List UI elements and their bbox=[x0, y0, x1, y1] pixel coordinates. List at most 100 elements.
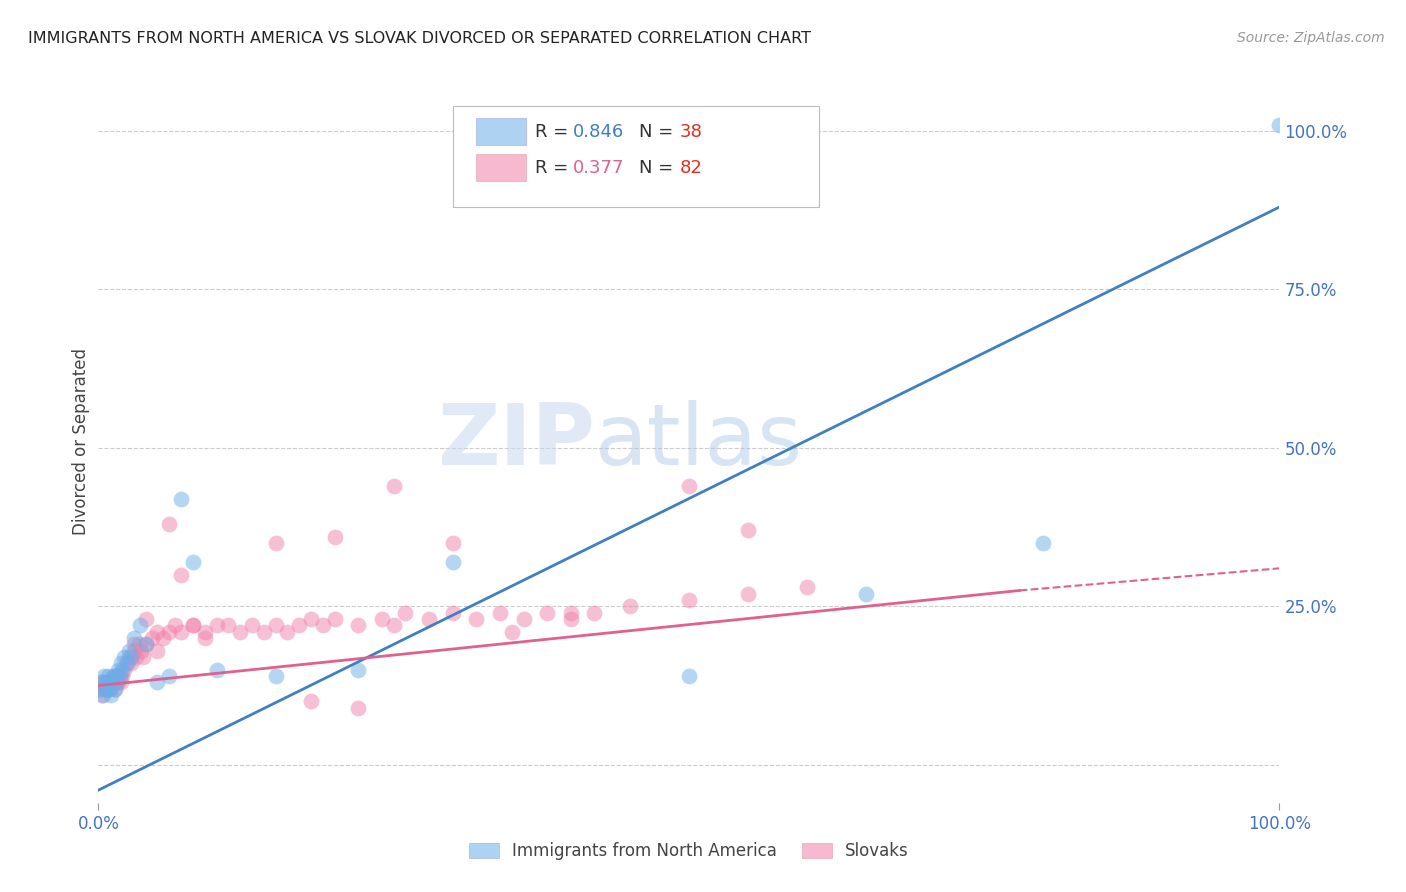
Point bbox=[382, 618, 405, 632]
Point bbox=[170, 491, 193, 506]
Point bbox=[855, 587, 877, 601]
Point bbox=[98, 675, 121, 690]
Point bbox=[96, 675, 118, 690]
Text: Source: ZipAtlas.com: Source: ZipAtlas.com bbox=[1237, 31, 1385, 45]
Point bbox=[1268, 118, 1291, 132]
Point bbox=[93, 675, 115, 690]
Text: 0.377: 0.377 bbox=[574, 159, 624, 177]
Point bbox=[170, 567, 193, 582]
Point bbox=[96, 675, 118, 690]
Point bbox=[100, 675, 122, 690]
Text: N =: N = bbox=[640, 159, 679, 177]
Point bbox=[110, 657, 132, 671]
Point bbox=[312, 618, 335, 632]
Point bbox=[501, 624, 523, 639]
Point bbox=[465, 612, 488, 626]
Point bbox=[157, 624, 180, 639]
Point bbox=[253, 624, 276, 639]
Point bbox=[91, 688, 114, 702]
Point bbox=[157, 516, 180, 531]
Point bbox=[118, 650, 141, 665]
Point bbox=[152, 631, 174, 645]
Point bbox=[512, 612, 534, 626]
Point bbox=[121, 650, 143, 665]
Point bbox=[205, 663, 228, 677]
Point bbox=[105, 675, 128, 690]
Point bbox=[194, 631, 217, 645]
Point bbox=[104, 681, 127, 696]
Point bbox=[103, 669, 125, 683]
Point bbox=[382, 479, 405, 493]
Point bbox=[157, 669, 180, 683]
Point bbox=[678, 593, 700, 607]
Text: N =: N = bbox=[640, 122, 679, 141]
Text: ZIP: ZIP bbox=[437, 400, 595, 483]
Bar bbox=[477, 118, 526, 145]
Point bbox=[91, 675, 114, 690]
Point bbox=[105, 669, 128, 683]
Point bbox=[181, 618, 204, 632]
Point bbox=[112, 663, 135, 677]
Point bbox=[619, 599, 641, 614]
Bar bbox=[477, 154, 526, 181]
Y-axis label: Divorced or Separated: Divorced or Separated bbox=[72, 348, 90, 535]
Point bbox=[560, 606, 582, 620]
Point bbox=[418, 612, 440, 626]
Point bbox=[288, 618, 311, 632]
Point bbox=[394, 606, 416, 620]
Point bbox=[678, 669, 700, 683]
Point bbox=[122, 643, 145, 657]
Text: IMMIGRANTS FROM NORTH AMERICA VS SLOVAK DIVORCED OR SEPARATED CORRELATION CHART: IMMIGRANTS FROM NORTH AMERICA VS SLOVAK … bbox=[28, 31, 811, 46]
Point bbox=[125, 650, 148, 665]
Text: atlas: atlas bbox=[595, 400, 803, 483]
Point bbox=[146, 675, 169, 690]
Point bbox=[205, 618, 228, 632]
Text: 0.846: 0.846 bbox=[574, 122, 624, 141]
Point bbox=[135, 612, 157, 626]
Point bbox=[122, 637, 145, 651]
Point bbox=[299, 612, 322, 626]
Point bbox=[89, 681, 111, 696]
Point bbox=[115, 657, 138, 671]
Point bbox=[240, 618, 263, 632]
Point bbox=[108, 669, 131, 683]
Point bbox=[441, 555, 464, 569]
Point bbox=[229, 624, 252, 639]
Point bbox=[104, 681, 127, 696]
Point bbox=[371, 612, 394, 626]
Point bbox=[141, 631, 163, 645]
Point bbox=[100, 688, 122, 702]
Point bbox=[146, 624, 169, 639]
Point bbox=[135, 637, 157, 651]
Text: 38: 38 bbox=[679, 122, 703, 141]
Point bbox=[796, 580, 818, 594]
FancyBboxPatch shape bbox=[453, 105, 818, 207]
Point bbox=[107, 675, 129, 690]
Point bbox=[108, 669, 131, 683]
Point bbox=[323, 530, 346, 544]
Point bbox=[97, 681, 120, 696]
Point bbox=[347, 700, 370, 714]
Point bbox=[101, 669, 124, 683]
Point bbox=[128, 618, 150, 632]
Point bbox=[90, 675, 112, 690]
Point bbox=[105, 669, 128, 683]
Point bbox=[111, 669, 134, 683]
Point bbox=[97, 669, 120, 683]
Point bbox=[105, 675, 128, 690]
Point bbox=[583, 606, 606, 620]
Point bbox=[323, 612, 346, 626]
Point bbox=[347, 663, 370, 677]
Point bbox=[118, 643, 141, 657]
Point bbox=[737, 523, 759, 537]
Point bbox=[536, 606, 558, 620]
Point bbox=[1032, 536, 1054, 550]
Point bbox=[194, 624, 217, 639]
Point bbox=[135, 637, 157, 651]
Point bbox=[264, 669, 287, 683]
Point bbox=[107, 663, 129, 677]
Point bbox=[110, 675, 132, 690]
Point bbox=[181, 618, 204, 632]
Point bbox=[441, 536, 464, 550]
Point bbox=[115, 657, 138, 671]
